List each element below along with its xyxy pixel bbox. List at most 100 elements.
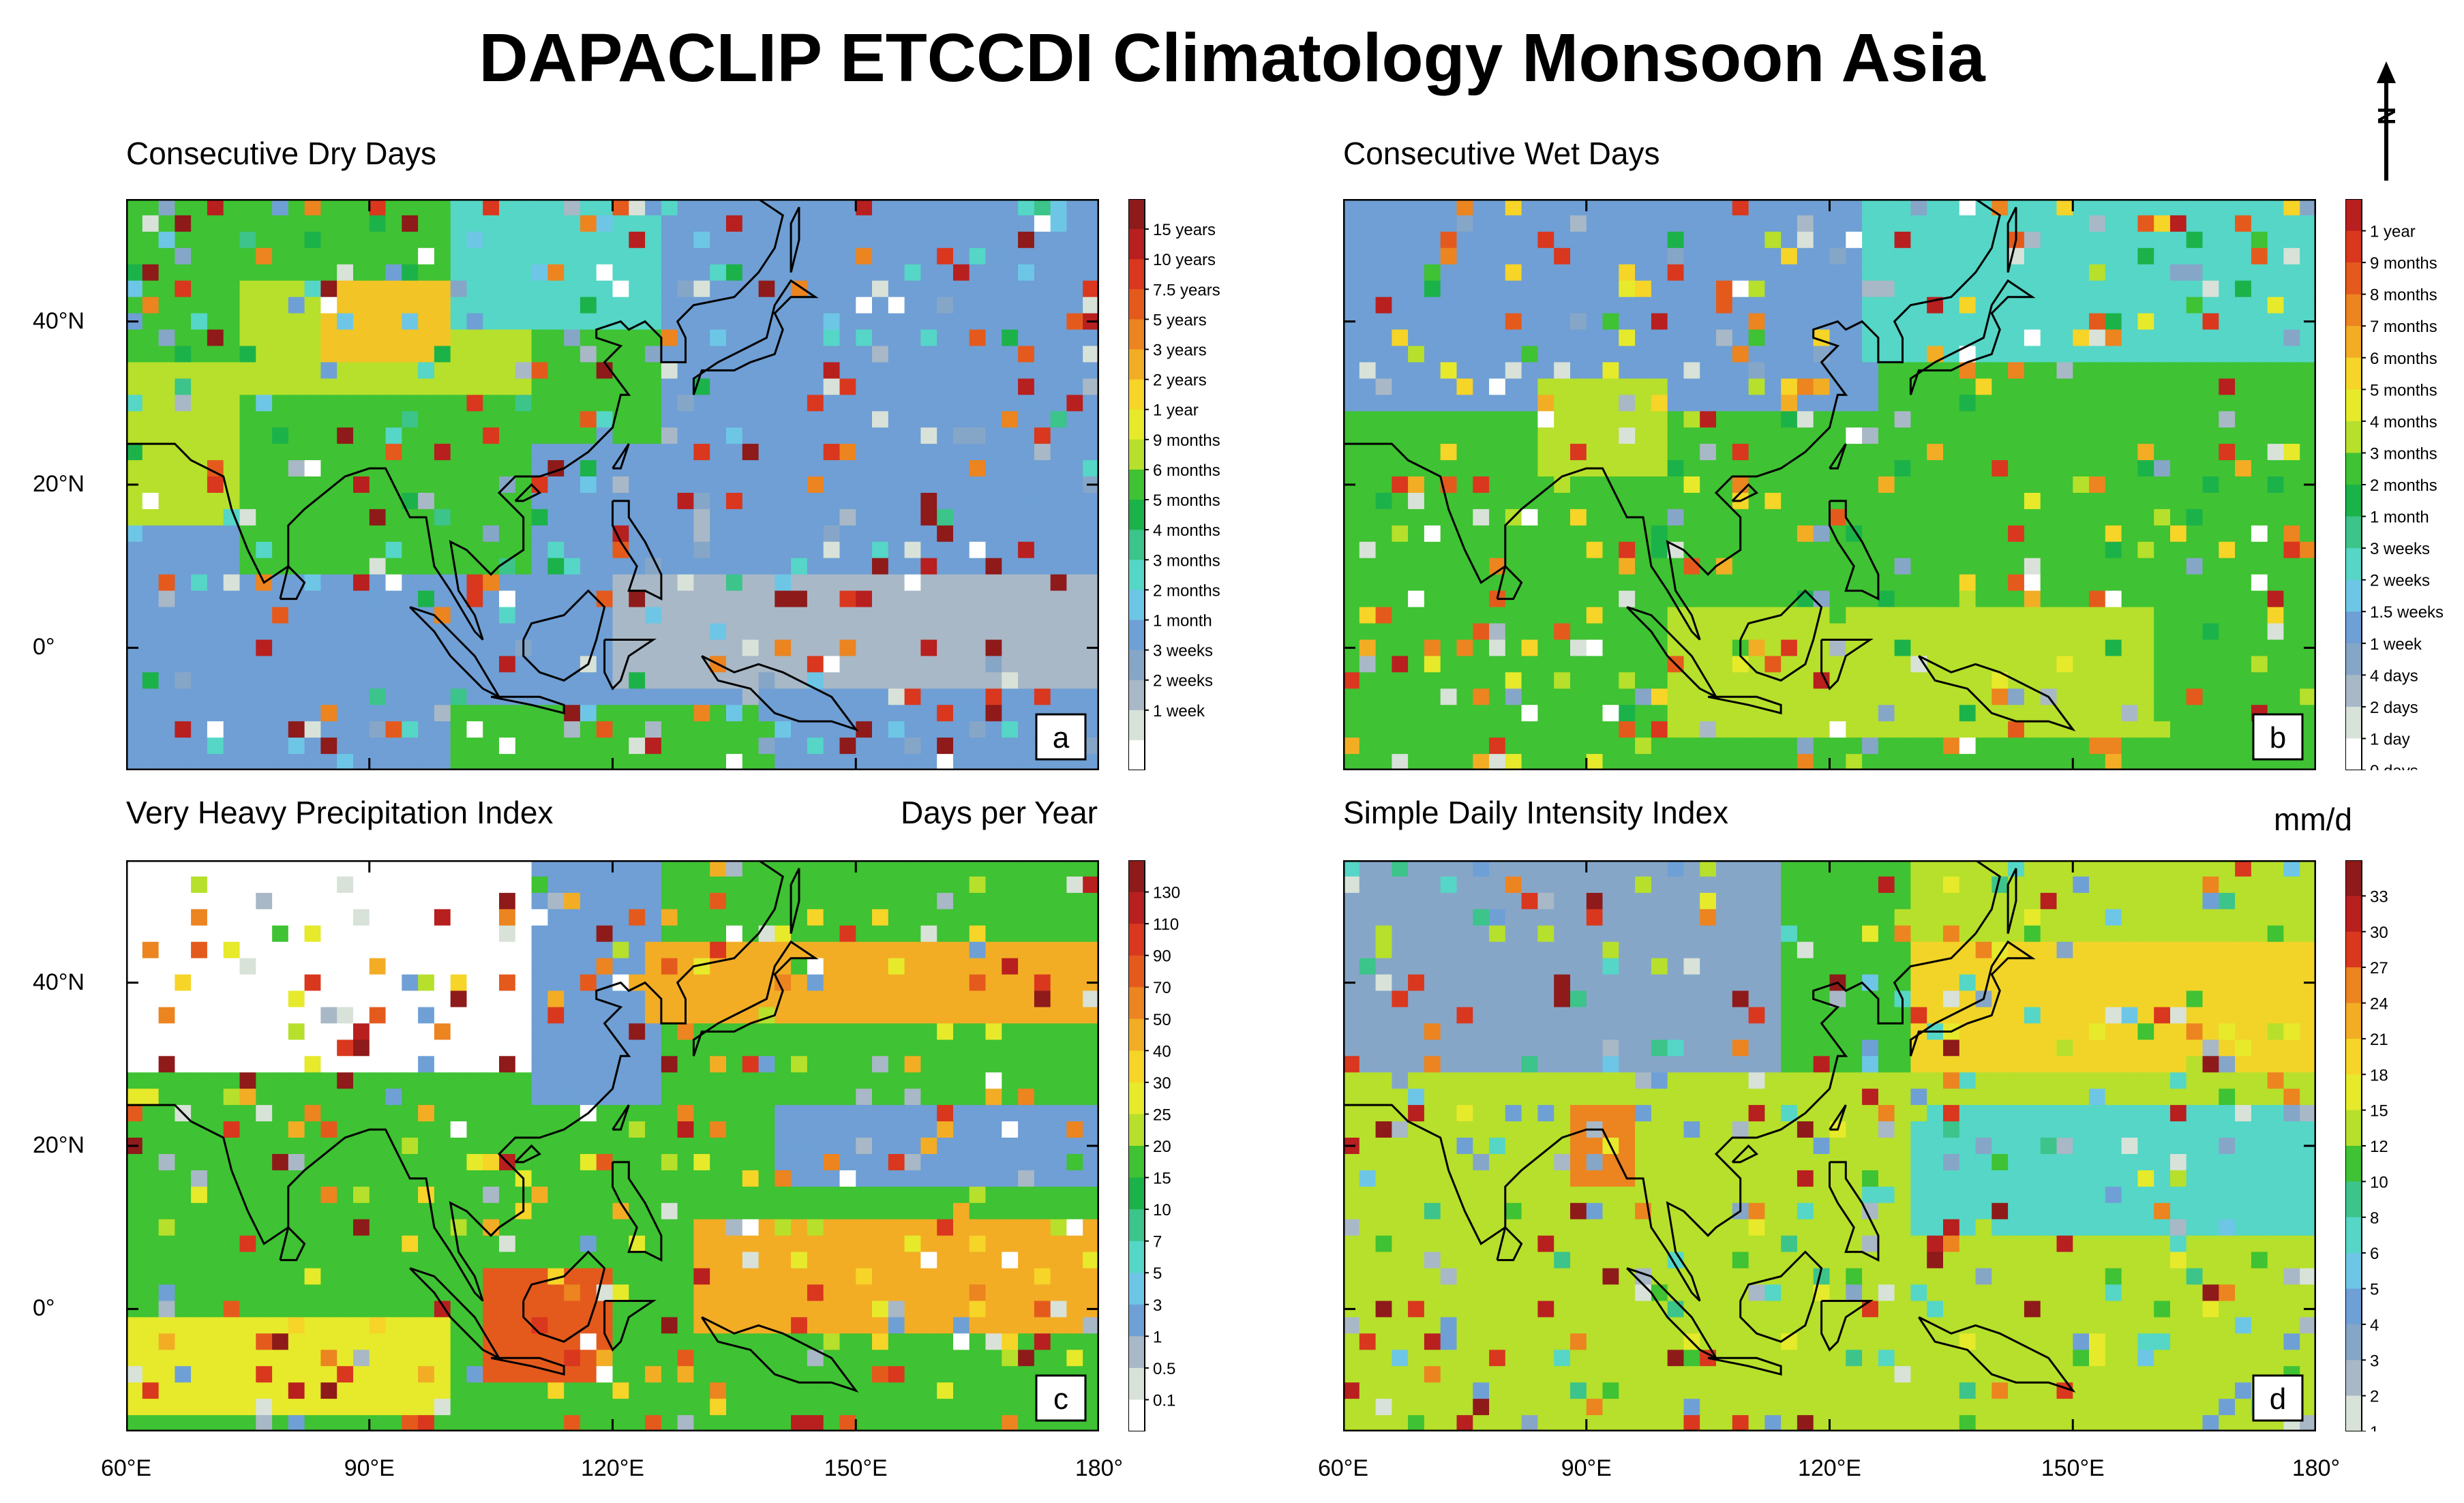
colorbar-swatch (2345, 516, 2362, 549)
colorbar-swatch (2345, 421, 2362, 453)
colorbar-swatch (1128, 740, 1145, 770)
colorbar-label: 3 months (1153, 551, 1220, 570)
colorbar-label: 12 (2370, 1138, 2388, 1156)
colorbar-label: 15 (2370, 1102, 2388, 1121)
colorbar-label: 2 weeks (2370, 572, 2430, 590)
colorbar-label: 110 (1153, 915, 1179, 934)
panel-c-units: Days per Year (901, 795, 1098, 830)
colorbar-swatch (1128, 892, 1145, 924)
map-panel-b: b (1343, 199, 2316, 770)
colorbar-label: 1 month (2370, 508, 2429, 527)
colorbar-swatch (1128, 319, 1145, 350)
colorbar-label: 0 days (2370, 762, 2418, 770)
north-label: N (2373, 107, 2401, 125)
panel-letter: d (2252, 1374, 2304, 1422)
colorbar-label: 4 (2370, 1316, 2379, 1335)
colorbar-label: 9 months (2370, 254, 2437, 273)
colorbar-swatch (1128, 955, 1145, 988)
map-panel-a: a (126, 199, 1099, 770)
svg-text:a: a (1053, 721, 1070, 755)
data-grid (1343, 860, 2316, 1431)
colorbar-swatch (2345, 1360, 2362, 1397)
lon-tick-label: 60°E (1317, 1455, 1369, 1481)
colorbar-label: 50 (1153, 1011, 1171, 1029)
colorbar-swatch (2345, 611, 2362, 644)
colorbar-swatch (2345, 453, 2362, 485)
colorbar-label: 1 month (1153, 612, 1212, 631)
lon-tick-label: 60°E (100, 1455, 152, 1481)
colorbar-label: 5 months (1153, 491, 1220, 510)
colorbar-label: 3 years (1153, 341, 1207, 360)
colorbar-label: 3 (1153, 1296, 1162, 1315)
colorbar-swatch (1128, 1114, 1145, 1147)
colorbar-label: 6 months (1153, 461, 1220, 480)
north-arrow-icon: N (2373, 61, 2401, 181)
colorbar-label: 3 months (2370, 444, 2437, 463)
colorbar-label: 8 months (2370, 286, 2437, 305)
colorbar-label: 30 (2370, 924, 2388, 942)
panel-letter: b (2252, 713, 2304, 761)
lat-tick-label: 0° (33, 634, 55, 661)
lon-tick-label: 150°E (2041, 1455, 2105, 1481)
colorbar-label: 1 (2370, 1423, 2379, 1431)
colorbar-swatch (1128, 1273, 1145, 1305)
colorbar-label: 4 months (1153, 521, 1220, 540)
colorbar-swatch (1128, 229, 1145, 260)
colorbar-swatch (1128, 469, 1145, 500)
panel-a-title: Consecutive Dry Days (126, 136, 437, 171)
panel-b-title: Consecutive Wet Days (1343, 136, 1660, 171)
colorbar-label: 27 (2370, 959, 2388, 977)
colorbar-label: 3 weeks (1153, 642, 1213, 661)
lat-tick-label: 20°N (33, 471, 85, 497)
colorbar-swatch (1128, 590, 1145, 620)
colorbar-label: 2 months (1153, 581, 1220, 600)
colorbar-swatch (1128, 680, 1145, 711)
colorbar-swatch (2345, 1288, 2362, 1325)
colorbar-label: 2 (2370, 1388, 2379, 1406)
data-grid (1343, 199, 2316, 770)
colorbar-swatch (2345, 1074, 2362, 1111)
axis-ticks (126, 199, 1099, 770)
colorbar-label: 1 (1153, 1328, 1162, 1346)
lat-tick-label: 0° (33, 1295, 55, 1322)
data-grid (126, 199, 1099, 770)
colorbar-label: 1.5 weeks (2370, 603, 2444, 622)
colorbar-label: 21 (2370, 1031, 2388, 1049)
colorbar-swatch (2345, 1110, 2362, 1147)
colorbar-label: 1 day (2370, 730, 2410, 748)
colorbar-label: 7 months (2370, 318, 2437, 336)
lon-tick-label: 120°E (580, 1455, 644, 1481)
colorbar-label: 20 (1153, 1138, 1171, 1156)
colorbar-swatch (2345, 485, 2362, 517)
colorbar-swatch (1128, 409, 1145, 440)
colorbar-swatch (2345, 967, 2362, 1003)
colorbar-label: 8 (2370, 1209, 2379, 1228)
colorbar-label: 0.1 (1153, 1391, 1175, 1410)
lon-tick-label: 90°E (344, 1455, 395, 1481)
colorbar-swatch (1128, 259, 1145, 290)
colorbar-swatch (2345, 860, 2362, 896)
colorbar-swatch (1128, 1209, 1145, 1242)
colorbar-swatch (2345, 1038, 2362, 1075)
colorbar-label: 5 years (1153, 311, 1207, 329)
lat-tick-label: 40°N (33, 307, 85, 334)
colorbar-label: 5 months (2370, 381, 2437, 399)
colorbar-label: 18 (2370, 1066, 2388, 1084)
colorbar-label: 1 year (2370, 223, 2416, 241)
lon-tick-label: 180° (1075, 1455, 1124, 1481)
lon-tick-label: 180° (2292, 1455, 2341, 1481)
panel-letter: c (1035, 1374, 1087, 1422)
colorbar-label: 0.5 (1153, 1360, 1175, 1378)
colorbar-swatch (1128, 349, 1145, 380)
coastlines (126, 199, 859, 732)
coastlines (126, 860, 859, 1393)
colorbar-label: 40 (1153, 1042, 1171, 1061)
panel-letter: a (1035, 713, 1087, 761)
colorbar-swatch (2345, 1146, 2362, 1182)
colorbar-swatch (1128, 710, 1145, 741)
data-grid (126, 860, 1099, 1431)
colorbar-swatch (1128, 1050, 1145, 1083)
colorbar-label: 15 years (1153, 221, 1216, 239)
colorbar-panel-b: 1 year 9 months 8 months 7 months 6 months 5 … (2345, 199, 2444, 770)
colorbar-label: 1 week (2370, 635, 2422, 654)
